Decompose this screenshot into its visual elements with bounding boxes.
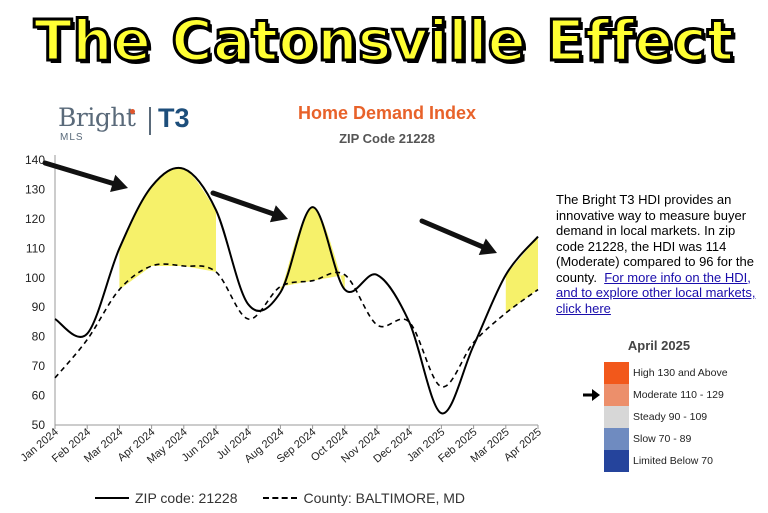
scale-legend-title: April 2025 [627, 338, 691, 353]
zip-line [54, 166, 539, 415]
annotation-arrow-icon [478, 238, 497, 255]
logo-dot-icon [130, 109, 135, 114]
more-info-link[interactable]: For more info on the HDI, and to explore… [556, 269, 756, 316]
legend-zip: ZIP code: 21228 [135, 490, 238, 506]
banner-title: The Catonsville Effect [32, 7, 735, 75]
y-tick-label: 120 [25, 212, 45, 226]
scale-band-label: Limited Below 70 [633, 455, 713, 467]
y-tick-label: 70 [32, 359, 46, 373]
y-tick-label: 50 [32, 418, 46, 432]
y-tick-label: 90 [32, 300, 46, 314]
annotation-arrow-shaft [419, 218, 485, 250]
description-text: The Bright T3 HDI provides an innovative… [556, 192, 754, 285]
scale-band-label: Steady 90 - 109 [633, 411, 708, 423]
scale-band-label: Moderate 110 - 129 [633, 389, 724, 401]
scale-band-label: High 130 and Above [633, 367, 728, 379]
highlight-area [505, 236, 538, 314]
scale-band-swatch [604, 428, 629, 450]
logo-divider [149, 107, 151, 135]
scale-band-swatch [604, 384, 629, 406]
scale-band-swatch [604, 362, 629, 384]
banner: The Catonsville Effect [0, 0, 768, 82]
logo-sub: MLS [60, 132, 84, 143]
annotation-arrow-icon [110, 174, 128, 193]
chart-subtitle: ZIP Code 21228 [339, 131, 435, 146]
annotation-arrow-icon [269, 205, 288, 223]
current-level-arrow-icon [583, 389, 600, 401]
bright-t3-logo: Bright MLS T3 [58, 103, 198, 143]
scale-band-swatch [604, 406, 629, 428]
legend-county: County: BALTIMORE, MD [303, 490, 466, 506]
annotation-arrow-shaft [42, 160, 116, 186]
scale-band-swatch [604, 450, 629, 472]
description: The Bright T3 HDI provides an innovative… [556, 192, 761, 316]
solid-line-swatch [95, 497, 129, 499]
series-legend: ZIP code: 21228 County: BALTIMORE, MD [95, 488, 465, 508]
chart-title: Home Demand Index [297, 103, 477, 123]
logo-brand: Bright [58, 103, 136, 132]
y-tick-label: 80 [32, 330, 46, 344]
y-tick-label: 60 [32, 389, 46, 403]
annotation-arrow-shaft [210, 190, 276, 217]
y-tick-label: 110 [26, 241, 45, 255]
dashed-line-swatch [263, 497, 298, 499]
logo-partner: T3 [158, 103, 190, 133]
y-tick-label: 130 [25, 182, 45, 196]
y-tick-label: 100 [25, 271, 45, 285]
highlight-area [280, 207, 345, 293]
scale-band-label: Slow 70 - 89 [633, 433, 692, 445]
highlight-area [119, 167, 216, 290]
y-tick-label: 140 [25, 153, 45, 167]
